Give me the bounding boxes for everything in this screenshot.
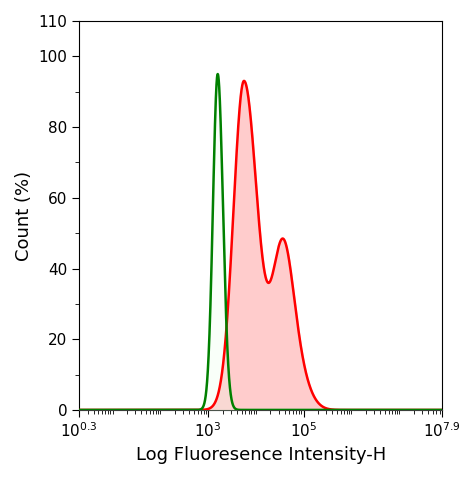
X-axis label: Log Fluoresence Intensity-H: Log Fluoresence Intensity-H [136, 446, 386, 464]
Y-axis label: Count (%): Count (%) [15, 171, 33, 261]
